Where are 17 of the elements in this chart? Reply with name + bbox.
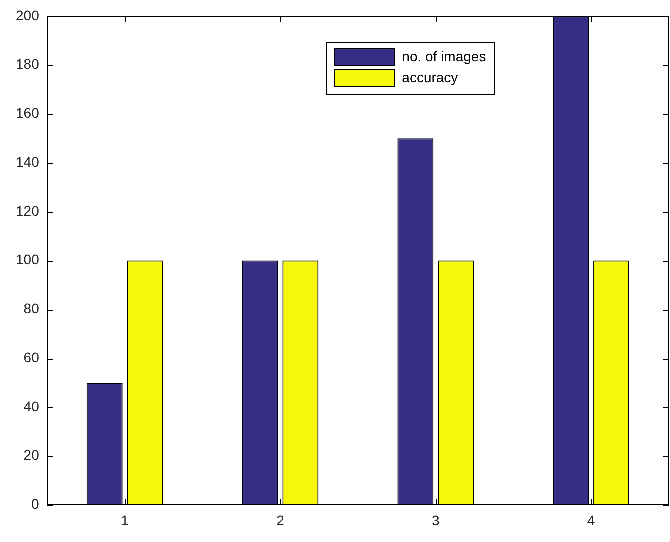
x-tick-label: 4 [587, 512, 596, 528]
legend-label: accuracy [402, 69, 458, 86]
x-tick-label: 2 [276, 512, 285, 528]
y-tick-label: 120 [16, 202, 40, 219]
y-tick-label: 40 [24, 398, 40, 414]
y-tick-label: 100 [16, 252, 40, 268]
y-tick-label: 180 [16, 56, 40, 72]
y-tick-label: 200 [16, 7, 40, 24]
x-tick-label: 3 [432, 512, 440, 528]
y-tick-label: 20 [24, 447, 40, 464]
y-tick-label: 160 [16, 105, 40, 122]
y-tick-label: 0 [32, 496, 40, 512]
legend-label: no. of images [402, 48, 486, 64]
y-tick-label: 140 [16, 154, 40, 170]
y-tick-label: 80 [24, 300, 40, 317]
y-tick-label: 60 [24, 349, 40, 366]
x-tick-label: 1 [121, 512, 130, 528]
